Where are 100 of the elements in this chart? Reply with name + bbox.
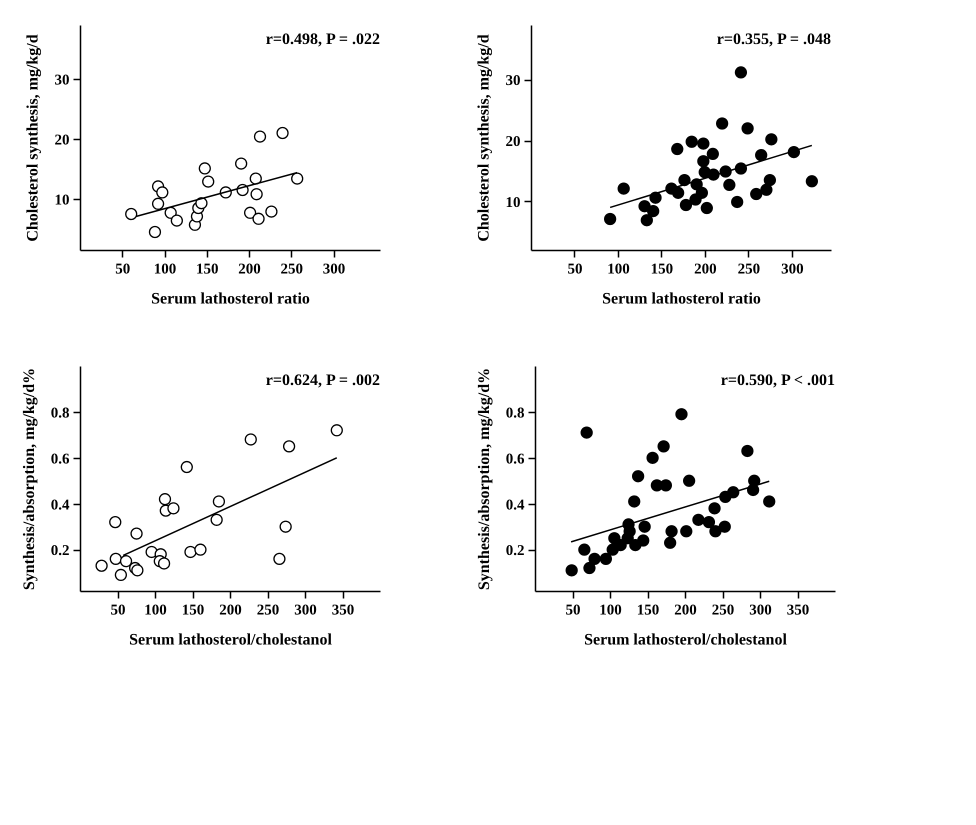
point — [618, 182, 630, 195]
point — [672, 186, 684, 199]
point — [665, 525, 678, 538]
point — [680, 198, 692, 212]
x-tick-label: 50 — [567, 262, 582, 278]
point — [580, 426, 593, 439]
point — [741, 122, 754, 134]
y-tick-label: 20 — [506, 134, 520, 150]
y-tick-label: 10 — [54, 192, 70, 208]
point — [723, 178, 736, 192]
point — [637, 534, 650, 547]
point — [250, 188, 263, 200]
y-axis-title: Synthesis/absorption, mg/kg/d% — [20, 368, 38, 590]
point — [640, 214, 653, 226]
point — [686, 136, 698, 148]
y-tick-label: 0.2 — [506, 543, 524, 560]
point — [708, 502, 721, 514]
point — [702, 516, 716, 528]
point — [750, 188, 762, 200]
y-axis-title: Cholesterol synthesis, mg/kg/d — [24, 34, 42, 242]
point — [109, 516, 122, 528]
x-axis-title: Serum lathosterol ratio — [602, 290, 761, 308]
point — [706, 148, 719, 160]
point — [709, 525, 722, 538]
x-tick-label: 50 — [115, 262, 130, 278]
x-tick-label: 350 — [332, 602, 354, 618]
x-tick-label: 350 — [786, 602, 810, 618]
point — [664, 536, 676, 549]
point — [614, 538, 627, 552]
point — [588, 552, 601, 565]
point — [765, 133, 778, 146]
point — [658, 440, 670, 452]
point — [671, 142, 684, 156]
x-tick-label: 100 — [599, 602, 622, 618]
x-tick-label: 150 — [182, 602, 204, 618]
x-tick-label: 300 — [749, 602, 772, 618]
point — [330, 424, 343, 436]
point — [250, 172, 262, 185]
point — [638, 200, 651, 212]
point — [244, 433, 257, 446]
point — [194, 544, 207, 556]
x-tick-label: 300 — [322, 262, 346, 278]
x-tick-label: 150 — [636, 602, 660, 618]
x-tick-label: 300 — [781, 262, 804, 278]
x-axis-title: Serum lathosterol/cholestanol — [129, 632, 332, 648]
point — [95, 560, 108, 572]
point — [273, 552, 286, 565]
point — [755, 149, 768, 162]
y-tick-label: 0.6 — [50, 451, 70, 468]
y-axis-title: Cholesterol synthesis, mg/kg/d — [476, 34, 492, 242]
y-tick-label: 30 — [506, 73, 520, 90]
x-tick-label: 200 — [694, 262, 717, 278]
x-tick-label: 100 — [144, 602, 167, 618]
point — [254, 130, 266, 143]
point — [806, 175, 818, 188]
point — [646, 452, 659, 464]
point — [156, 186, 168, 199]
x-tick-label: 250 — [738, 262, 760, 278]
y-tick-label: 0.2 — [50, 543, 70, 560]
point — [152, 198, 164, 210]
point — [638, 520, 651, 533]
point — [697, 155, 710, 168]
point — [748, 474, 760, 487]
point — [692, 514, 705, 526]
point — [167, 502, 180, 514]
point — [696, 186, 708, 199]
point — [210, 514, 223, 526]
annotation: r=0.355, P = .048 — [716, 31, 831, 48]
x-tick-label: 150 — [196, 262, 219, 278]
point — [130, 527, 143, 540]
x-tick-label: 300 — [294, 602, 317, 618]
x-tick-label: 100 — [607, 262, 630, 278]
y-tick-label: 0.4 — [506, 497, 525, 514]
point — [675, 408, 688, 420]
point — [731, 196, 744, 208]
x-axis-title: Serum lathosterol ratio — [151, 290, 310, 308]
point — [170, 214, 183, 227]
point — [647, 204, 660, 218]
x-tick-label: 200 — [219, 602, 242, 618]
x-axis-title: Serum lathosterol/cholestanol — [584, 632, 788, 648]
point — [683, 474, 696, 487]
annotation: r=0.624, P = .002 — [266, 372, 380, 389]
point — [158, 493, 172, 506]
y-axis-title: Synthesis/absorption, mg/kg/d% — [476, 368, 493, 590]
point — [604, 212, 616, 226]
point — [265, 205, 278, 218]
point — [244, 206, 256, 219]
point — [120, 555, 132, 568]
x-tick-label: 250 — [256, 602, 280, 618]
point — [628, 495, 640, 508]
point — [583, 562, 596, 574]
y-tick-label: 0.8 — [50, 405, 70, 422]
point — [280, 520, 292, 533]
point — [202, 175, 214, 188]
annotation: r=0.498, P = .022 — [266, 31, 380, 48]
point — [763, 495, 776, 508]
point — [180, 460, 193, 474]
x-tick-label: 50 — [110, 602, 126, 618]
point — [566, 564, 578, 576]
point — [131, 564, 144, 576]
